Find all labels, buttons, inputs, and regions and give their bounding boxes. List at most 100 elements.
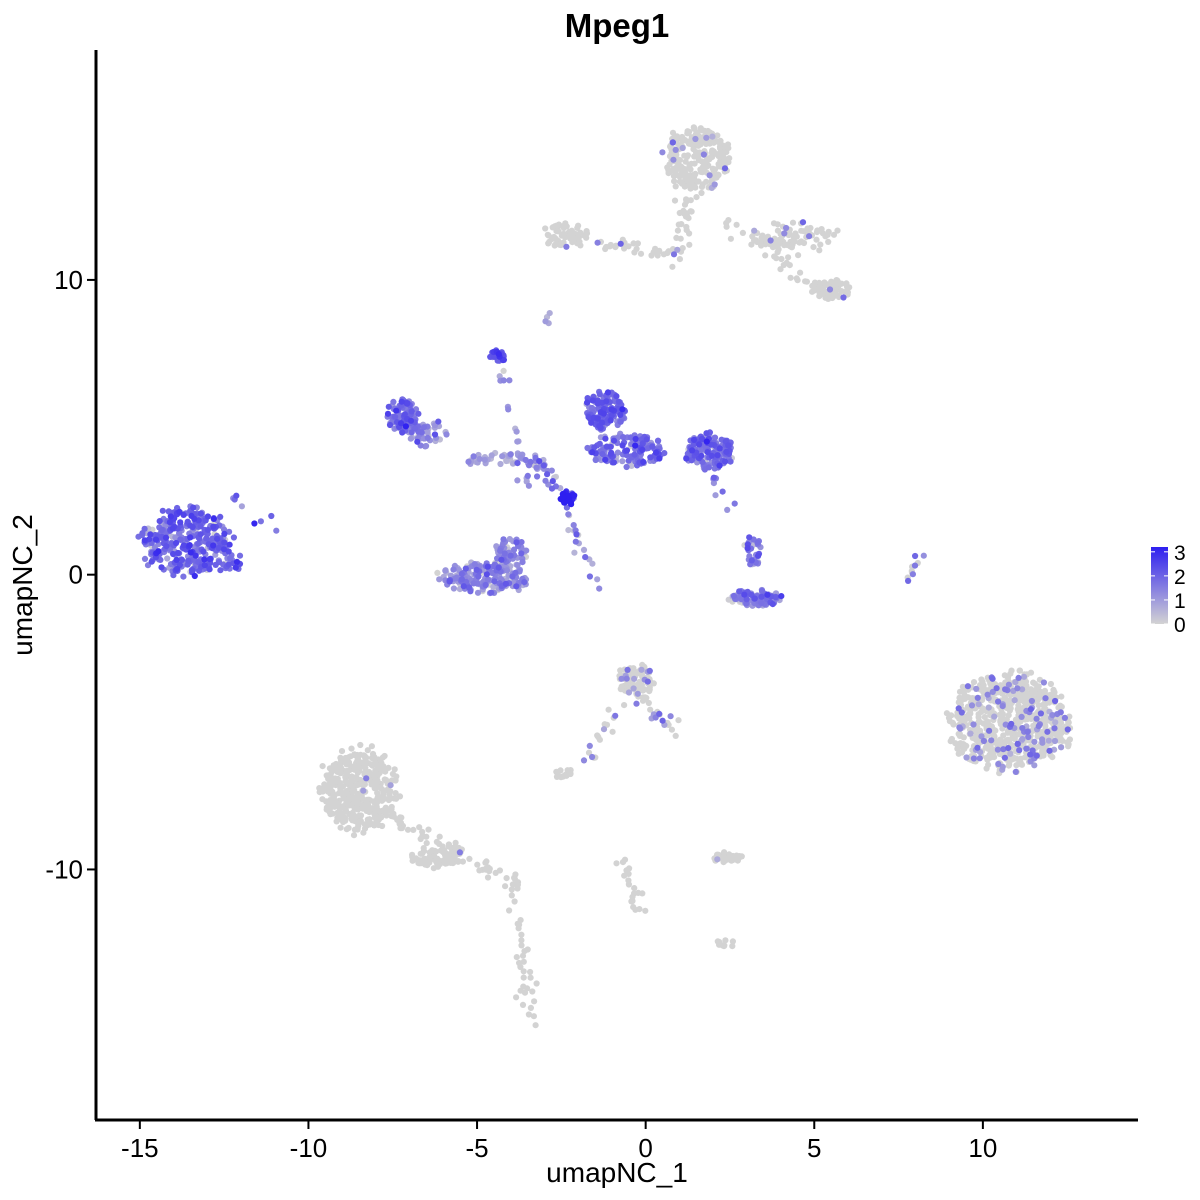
cell-point [570, 522, 577, 529]
cell-point [758, 234, 765, 241]
cell-point [712, 492, 719, 499]
cell-point [656, 455, 663, 462]
cell-point [1002, 686, 1009, 693]
cell-point [517, 454, 524, 461]
cell-point [612, 712, 619, 719]
cell-point [508, 892, 515, 899]
cell-point [1016, 747, 1023, 754]
cell-point [233, 558, 241, 566]
cell-point [1007, 750, 1014, 757]
cell-point [834, 227, 841, 234]
cell-point [671, 178, 678, 185]
cell-point [484, 563, 491, 570]
cell-point [424, 429, 431, 436]
cell-point [226, 541, 233, 548]
cell-point [462, 565, 469, 572]
cell-point [434, 569, 441, 577]
cell-point [975, 701, 982, 708]
cell-point [1033, 752, 1040, 759]
cell-point [393, 407, 400, 414]
cell-point [1023, 745, 1030, 752]
cell-point [1001, 754, 1009, 761]
cell-point [629, 897, 636, 905]
cell-point [345, 824, 352, 832]
cell-point [188, 512, 195, 520]
cell-point [203, 535, 210, 542]
cell-point [555, 221, 563, 228]
cell-point [330, 792, 337, 799]
cell-point [368, 743, 375, 750]
cell-point [608, 406, 615, 413]
cell-point [764, 591, 771, 598]
cell-point [1008, 720, 1015, 728]
cell-point [1066, 736, 1073, 743]
cell-point [141, 525, 148, 532]
cell-point [195, 540, 202, 547]
cell-point [748, 557, 755, 564]
cell-point [495, 564, 502, 571]
cell-point [348, 745, 355, 752]
cell-point [170, 550, 177, 558]
cell-point [659, 717, 666, 724]
cell-point [1044, 728, 1051, 735]
cell-point [513, 428, 520, 435]
cell-point [423, 442, 430, 450]
cell-point [1047, 680, 1054, 688]
cell-point [473, 566, 480, 573]
cell-point [947, 738, 954, 745]
y-tick-label: 0 [69, 560, 83, 590]
cell-point [669, 139, 677, 146]
cell-point [665, 169, 673, 176]
cell-point [724, 855, 731, 862]
cell-point [527, 458, 534, 465]
cell-point [1012, 679, 1019, 686]
cell-point [909, 571, 917, 578]
cell-point [670, 251, 678, 258]
cell-point [826, 286, 834, 293]
cell-point [825, 228, 832, 235]
cell-point [1019, 725, 1026, 732]
cell-point [159, 507, 166, 514]
cell-point [1051, 737, 1059, 745]
cell-point [589, 753, 596, 761]
cell-point [158, 526, 165, 534]
cell-point [989, 675, 996, 682]
cell-point [647, 706, 654, 713]
cell-point [561, 499, 568, 506]
cell-point [565, 527, 572, 534]
cell-point [417, 835, 424, 843]
cell-point [520, 968, 527, 975]
cell-point [366, 816, 373, 823]
cell-point [604, 389, 612, 396]
cell-point [647, 454, 654, 461]
cell-point [588, 419, 595, 426]
cell-point [529, 988, 536, 995]
cell-point [210, 542, 217, 549]
cell-point [180, 573, 187, 580]
cell-point [738, 596, 745, 603]
cell-point [475, 573, 482, 580]
cell-point [392, 790, 399, 797]
cell-point [397, 825, 404, 832]
cell-point [488, 452, 495, 459]
cell-point [676, 157, 684, 164]
cell-point [157, 556, 164, 564]
cell-point [709, 139, 716, 146]
cell-point [423, 833, 430, 840]
cell-point [695, 178, 702, 185]
cell-point [830, 231, 838, 238]
cell-point [465, 458, 472, 465]
cell-point [390, 398, 397, 405]
cell-point [486, 865, 493, 872]
cell-point [676, 172, 683, 179]
cell-point [724, 506, 731, 513]
cell-point [716, 445, 723, 452]
cell-point [679, 144, 686, 152]
cell-point [617, 418, 624, 425]
cell-point [542, 318, 549, 325]
cell-point [1039, 736, 1046, 743]
cell-point [450, 566, 457, 573]
cell-point [674, 227, 682, 234]
cell-point [624, 666, 631, 674]
